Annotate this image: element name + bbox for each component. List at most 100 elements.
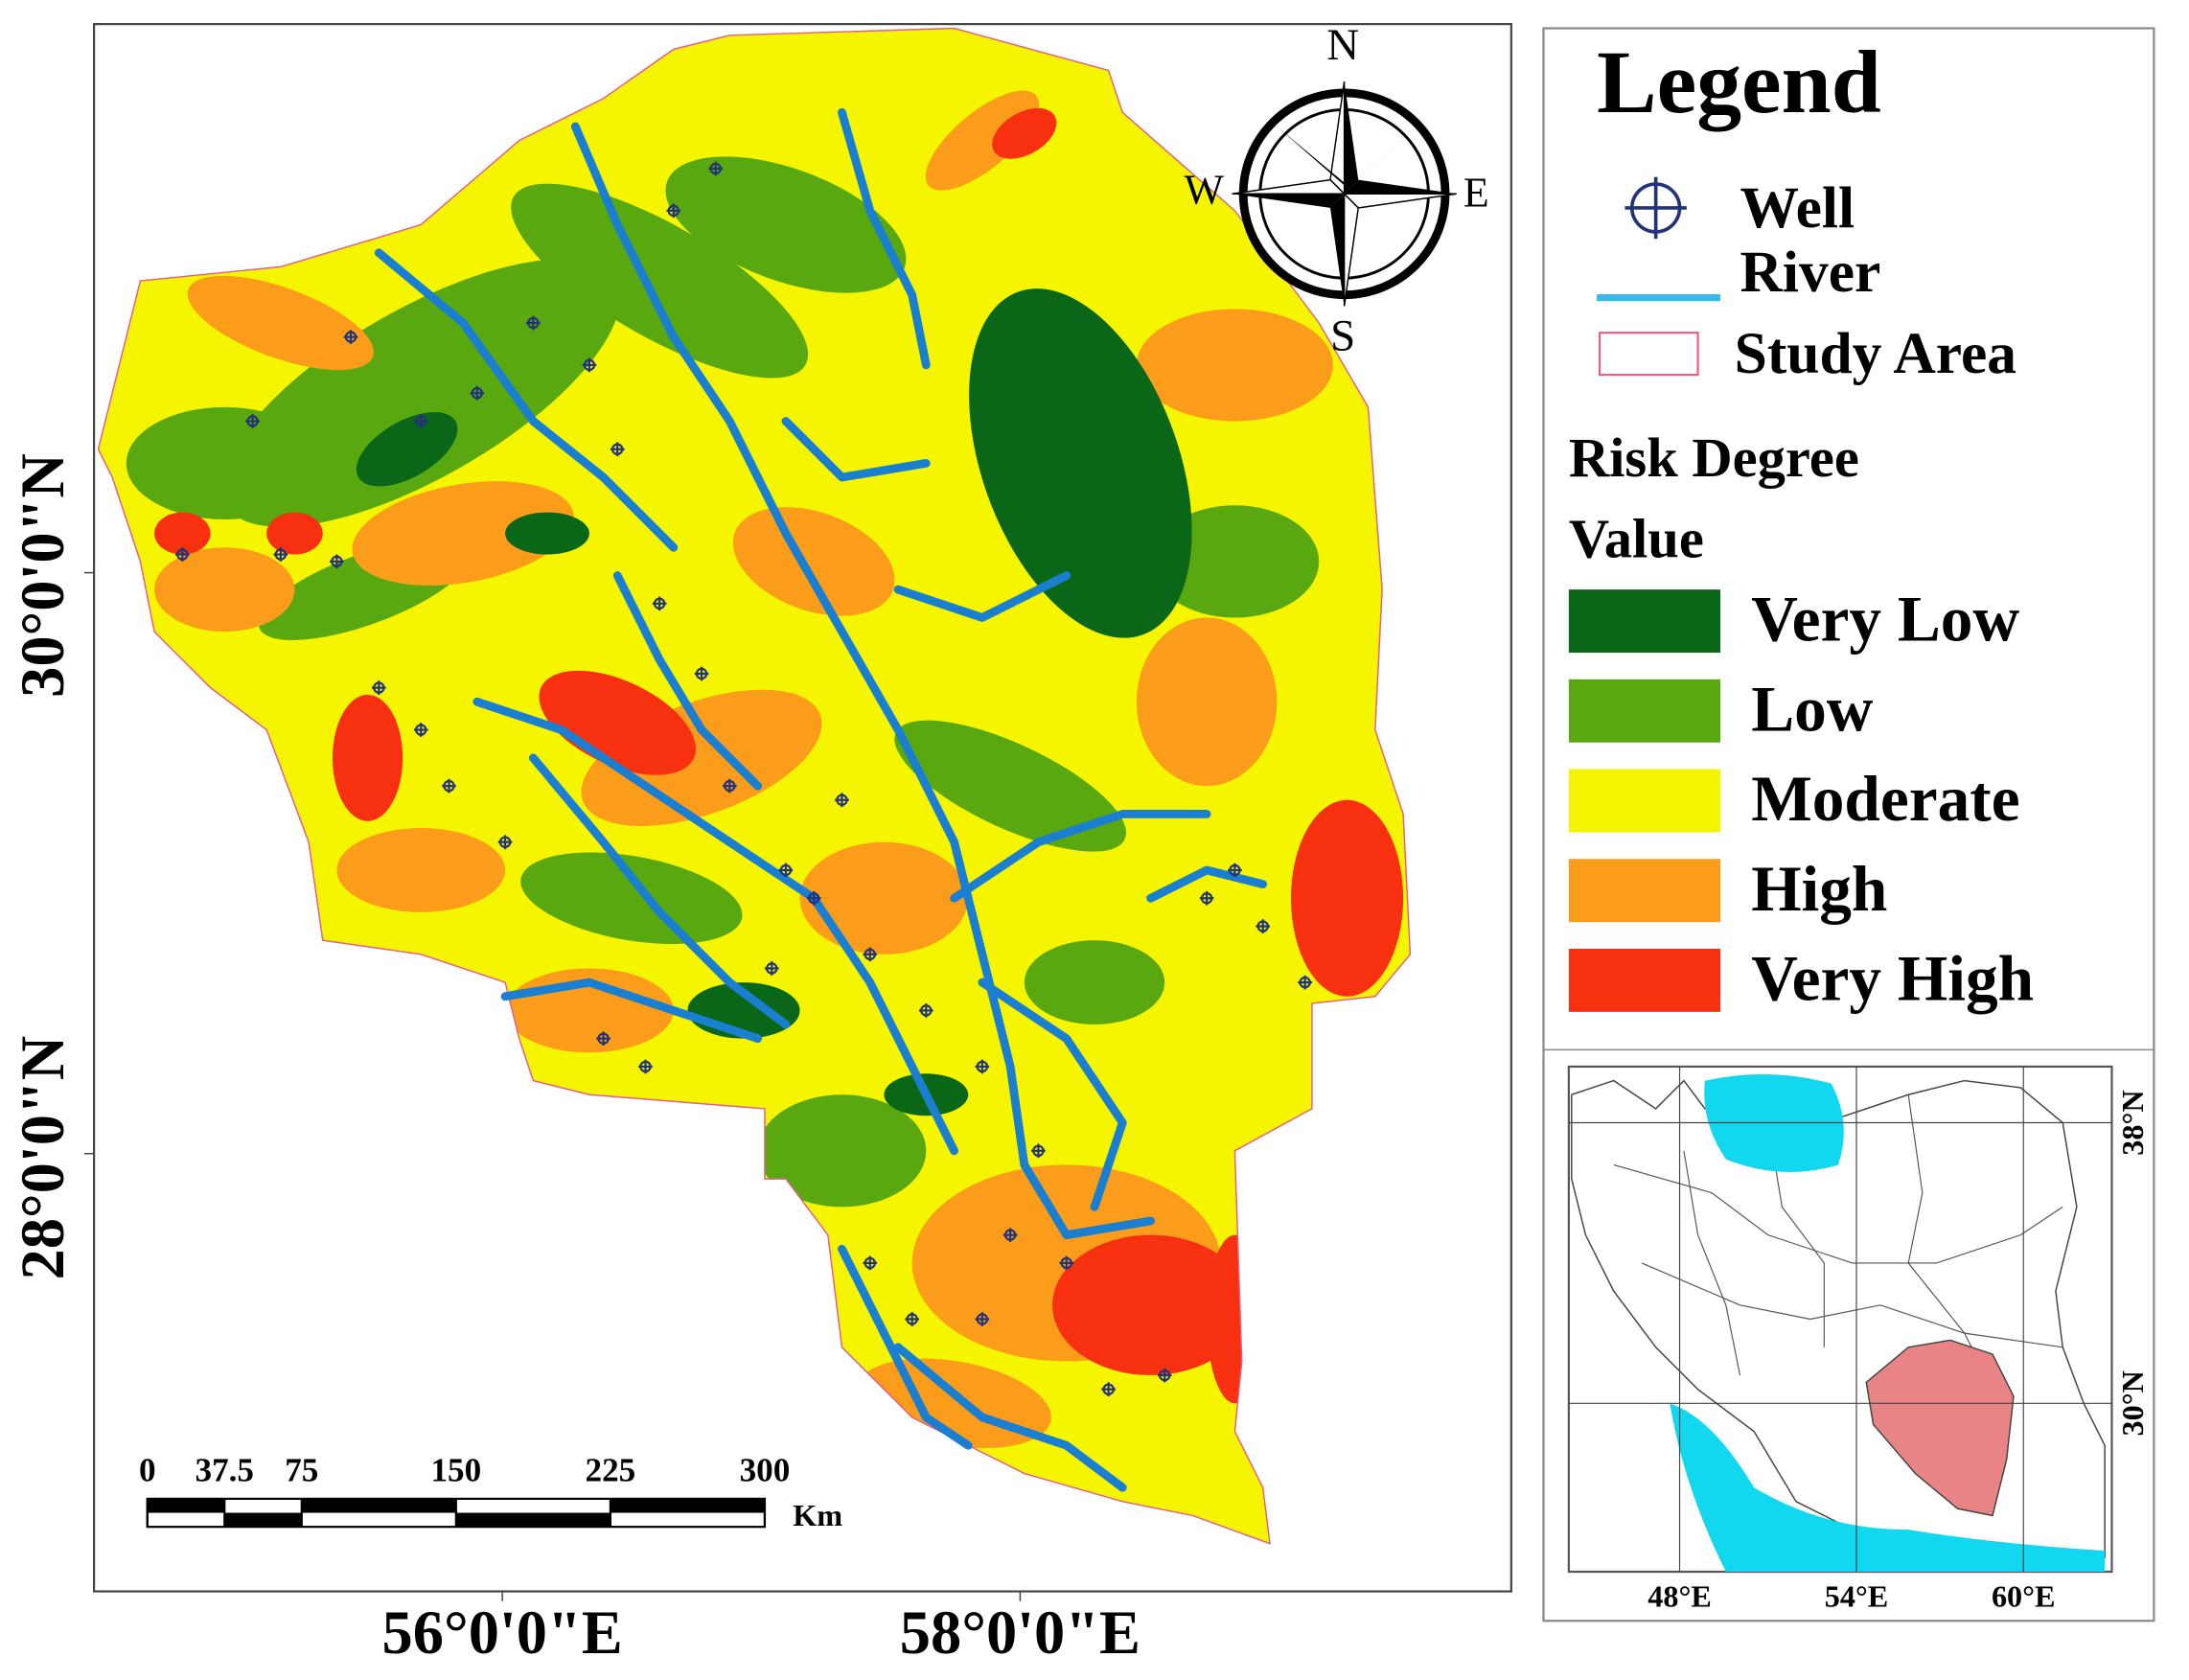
lon-label: 58°0'0"E bbox=[900, 1599, 1141, 1667]
risk-classes: Very Low Low Moderate High Very High bbox=[1568, 584, 2034, 1014]
compass-s: S bbox=[1330, 311, 1355, 360]
risk-zone bbox=[539, 670, 696, 775]
scale-label: 0 bbox=[139, 1452, 156, 1489]
scale-label: 300 bbox=[740, 1452, 791, 1489]
well bbox=[330, 554, 344, 569]
inset-lon-label: 48°E bbox=[1648, 1579, 1712, 1614]
river bbox=[893, 1343, 1127, 1492]
scale-segment bbox=[455, 1512, 611, 1528]
well bbox=[610, 442, 625, 457]
inset-lon-label: 54°E bbox=[1825, 1579, 1889, 1614]
well bbox=[442, 778, 456, 794]
compass-rose bbox=[1232, 81, 1457, 307]
river bbox=[1146, 865, 1268, 903]
well bbox=[863, 947, 878, 962]
well bbox=[1059, 1255, 1074, 1271]
inset-map bbox=[1567, 1065, 2113, 1574]
scale-segment bbox=[610, 1498, 765, 1513]
well bbox=[245, 414, 260, 428]
inset-lat-label: 38°N bbox=[2115, 1090, 2150, 1155]
class-swatch bbox=[1568, 589, 1720, 654]
class-swatch bbox=[1568, 769, 1720, 833]
well bbox=[638, 1059, 653, 1074]
lat-label: 30°0'0"N bbox=[9, 453, 77, 698]
risk-zone bbox=[520, 852, 743, 945]
lat-label: 28°0'0"N bbox=[9, 1036, 77, 1280]
river bbox=[950, 810, 1211, 903]
inset-lon-label: 60°E bbox=[1992, 1579, 2056, 1614]
class-label: Very High bbox=[1751, 942, 2034, 1014]
risk-zone bbox=[1052, 1234, 1250, 1376]
scale-segment bbox=[147, 1498, 225, 1513]
risk-zone bbox=[1136, 309, 1333, 422]
well bbox=[497, 835, 513, 850]
legend-title: Legend bbox=[1597, 34, 1881, 132]
well bbox=[666, 203, 681, 219]
risk-zone bbox=[1290, 799, 1404, 997]
class-label: Very Low bbox=[1751, 584, 2019, 656]
well bbox=[582, 357, 597, 373]
scale-label: 37.5 bbox=[196, 1452, 254, 1489]
risk-zone bbox=[894, 720, 1127, 852]
scale-segment bbox=[301, 1498, 456, 1513]
well bbox=[1031, 1143, 1046, 1159]
well bbox=[1002, 1228, 1018, 1242]
risk-zone bbox=[336, 828, 506, 912]
well bbox=[1256, 919, 1271, 933]
river bbox=[528, 753, 791, 1029]
river bbox=[838, 107, 931, 370]
class-swatch bbox=[1568, 948, 1720, 1012]
scale-label: 75 bbox=[285, 1452, 318, 1489]
risk-zone bbox=[332, 694, 403, 821]
compass-w: W bbox=[1184, 166, 1224, 213]
river bbox=[781, 417, 931, 482]
legend-well: Well bbox=[1740, 175, 1855, 241]
risk-zone bbox=[757, 1094, 927, 1208]
well bbox=[905, 1312, 919, 1326]
scale-label: 225 bbox=[586, 1452, 636, 1489]
risk-zone bbox=[581, 689, 822, 826]
risk-zone bbox=[665, 156, 907, 293]
value-title: Value bbox=[1569, 508, 1704, 570]
well-symbol bbox=[1624, 176, 1687, 240]
well bbox=[1298, 975, 1312, 990]
well bbox=[1101, 1382, 1116, 1397]
river bbox=[978, 978, 1127, 1211]
inset-lat-label: 30°N bbox=[2115, 1370, 2150, 1436]
risk-zone bbox=[154, 547, 295, 633]
risk-zone bbox=[799, 841, 969, 955]
risk-zone bbox=[969, 288, 1192, 638]
well bbox=[175, 547, 190, 562]
risk-zone bbox=[1136, 617, 1278, 787]
well bbox=[652, 596, 667, 611]
rivers bbox=[374, 107, 1268, 1492]
risk-zone bbox=[1150, 505, 1320, 618]
class-label: Moderate bbox=[1751, 763, 2019, 835]
scale-bar: 0 37.5 75 150 225 300 bbox=[139, 1452, 791, 1529]
risk-zone bbox=[154, 512, 211, 555]
class-label: High bbox=[1751, 853, 1887, 925]
well bbox=[371, 680, 386, 695]
scale-label: 150 bbox=[430, 1452, 481, 1489]
risk-zone bbox=[732, 507, 895, 616]
legend-river: River bbox=[1740, 240, 1880, 305]
well bbox=[413, 723, 428, 737]
risk-zone bbox=[925, 90, 1040, 191]
risk-zone bbox=[187, 275, 374, 371]
risk-zone bbox=[266, 512, 323, 555]
river bbox=[893, 571, 1071, 622]
well bbox=[694, 666, 709, 681]
scale-unit: Km bbox=[793, 1498, 842, 1532]
risk-zone bbox=[511, 183, 809, 379]
well bbox=[975, 1312, 990, 1326]
study-area-outline bbox=[97, 27, 1412, 1545]
well bbox=[708, 161, 724, 176]
well bbox=[723, 778, 737, 794]
compass-e: E bbox=[1463, 169, 1489, 216]
well bbox=[470, 385, 485, 401]
well bbox=[764, 961, 779, 976]
risk-zone bbox=[352, 481, 574, 587]
well bbox=[778, 863, 794, 878]
